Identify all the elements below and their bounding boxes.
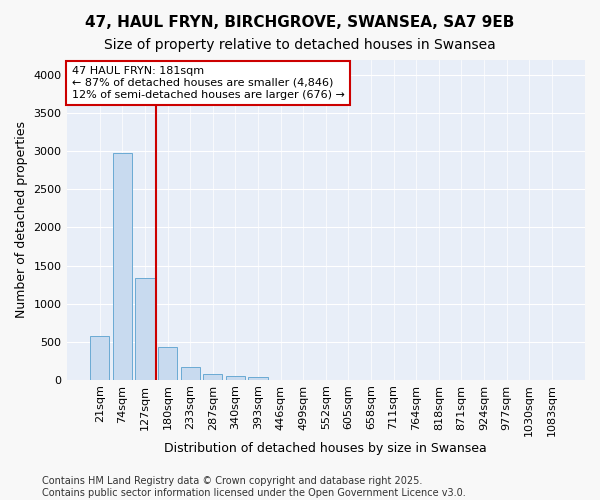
- Y-axis label: Number of detached properties: Number of detached properties: [15, 122, 28, 318]
- X-axis label: Distribution of detached houses by size in Swansea: Distribution of detached houses by size …: [164, 442, 487, 455]
- Text: 47, HAUL FRYN, BIRCHGROVE, SWANSEA, SA7 9EB: 47, HAUL FRYN, BIRCHGROVE, SWANSEA, SA7 …: [85, 15, 515, 30]
- Text: Contains HM Land Registry data © Crown copyright and database right 2025.
Contai: Contains HM Land Registry data © Crown c…: [42, 476, 466, 498]
- Text: Size of property relative to detached houses in Swansea: Size of property relative to detached ho…: [104, 38, 496, 52]
- Bar: [226, 376, 245, 380]
- Bar: [90, 336, 109, 380]
- Bar: [113, 153, 132, 380]
- Bar: [136, 278, 155, 380]
- Bar: [181, 367, 200, 380]
- Bar: [158, 347, 177, 380]
- Text: 47 HAUL FRYN: 181sqm
← 87% of detached houses are smaller (4,846)
12% of semi-de: 47 HAUL FRYN: 181sqm ← 87% of detached h…: [72, 66, 344, 100]
- Bar: [203, 374, 223, 380]
- Bar: [248, 376, 268, 380]
